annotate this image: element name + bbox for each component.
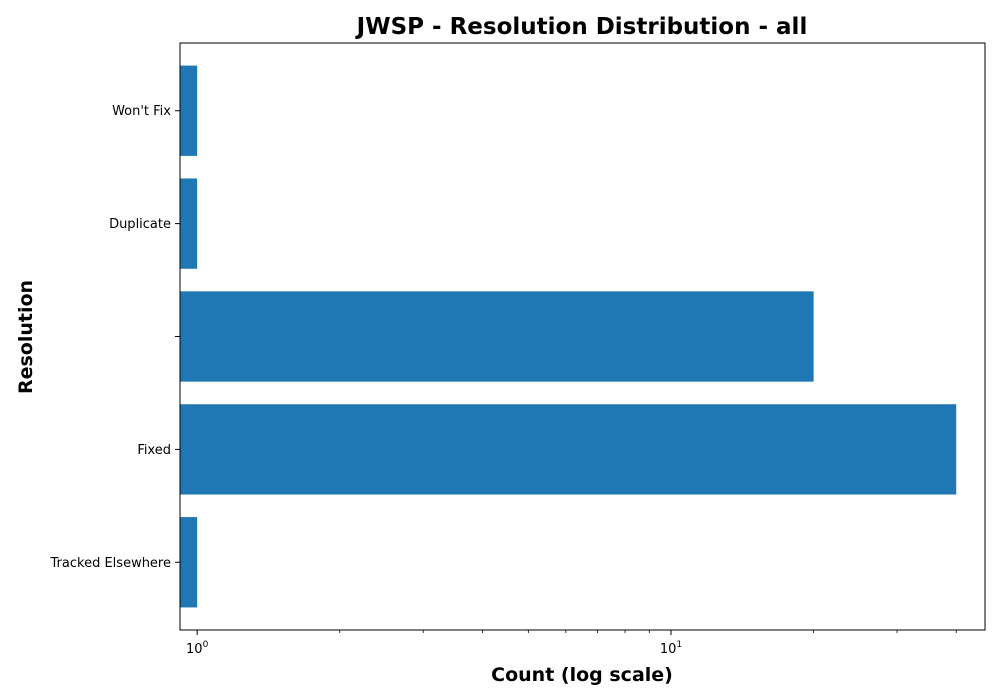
y-tick-label: Duplicate xyxy=(109,217,171,232)
plot-frame xyxy=(179,42,986,631)
y-tick-label: Won't Fix xyxy=(112,104,171,119)
x-axis-label: Count (log scale) xyxy=(491,664,673,686)
x-axis-ticks: 100 101 xyxy=(186,630,957,657)
y-axis-ticks: Tracked Elsewhere Fixed Duplicate Won't Fix xyxy=(50,104,180,571)
bar-1 xyxy=(180,404,957,495)
bar-3 xyxy=(180,178,198,269)
bar-2 xyxy=(180,291,814,382)
y-axis-label: Resolution xyxy=(15,280,37,394)
y-tick-label: Tracked Elsewhere xyxy=(50,556,171,571)
bar-0 xyxy=(180,517,198,608)
bars-group xyxy=(180,65,957,608)
y-tick-label: Fixed xyxy=(137,443,171,458)
chart-title: JWSP - Resolution Distribution - all xyxy=(355,14,808,40)
x-tick-label: 101 xyxy=(660,640,682,657)
x-tick-label: 100 xyxy=(186,640,209,657)
bar-4 xyxy=(180,65,198,156)
